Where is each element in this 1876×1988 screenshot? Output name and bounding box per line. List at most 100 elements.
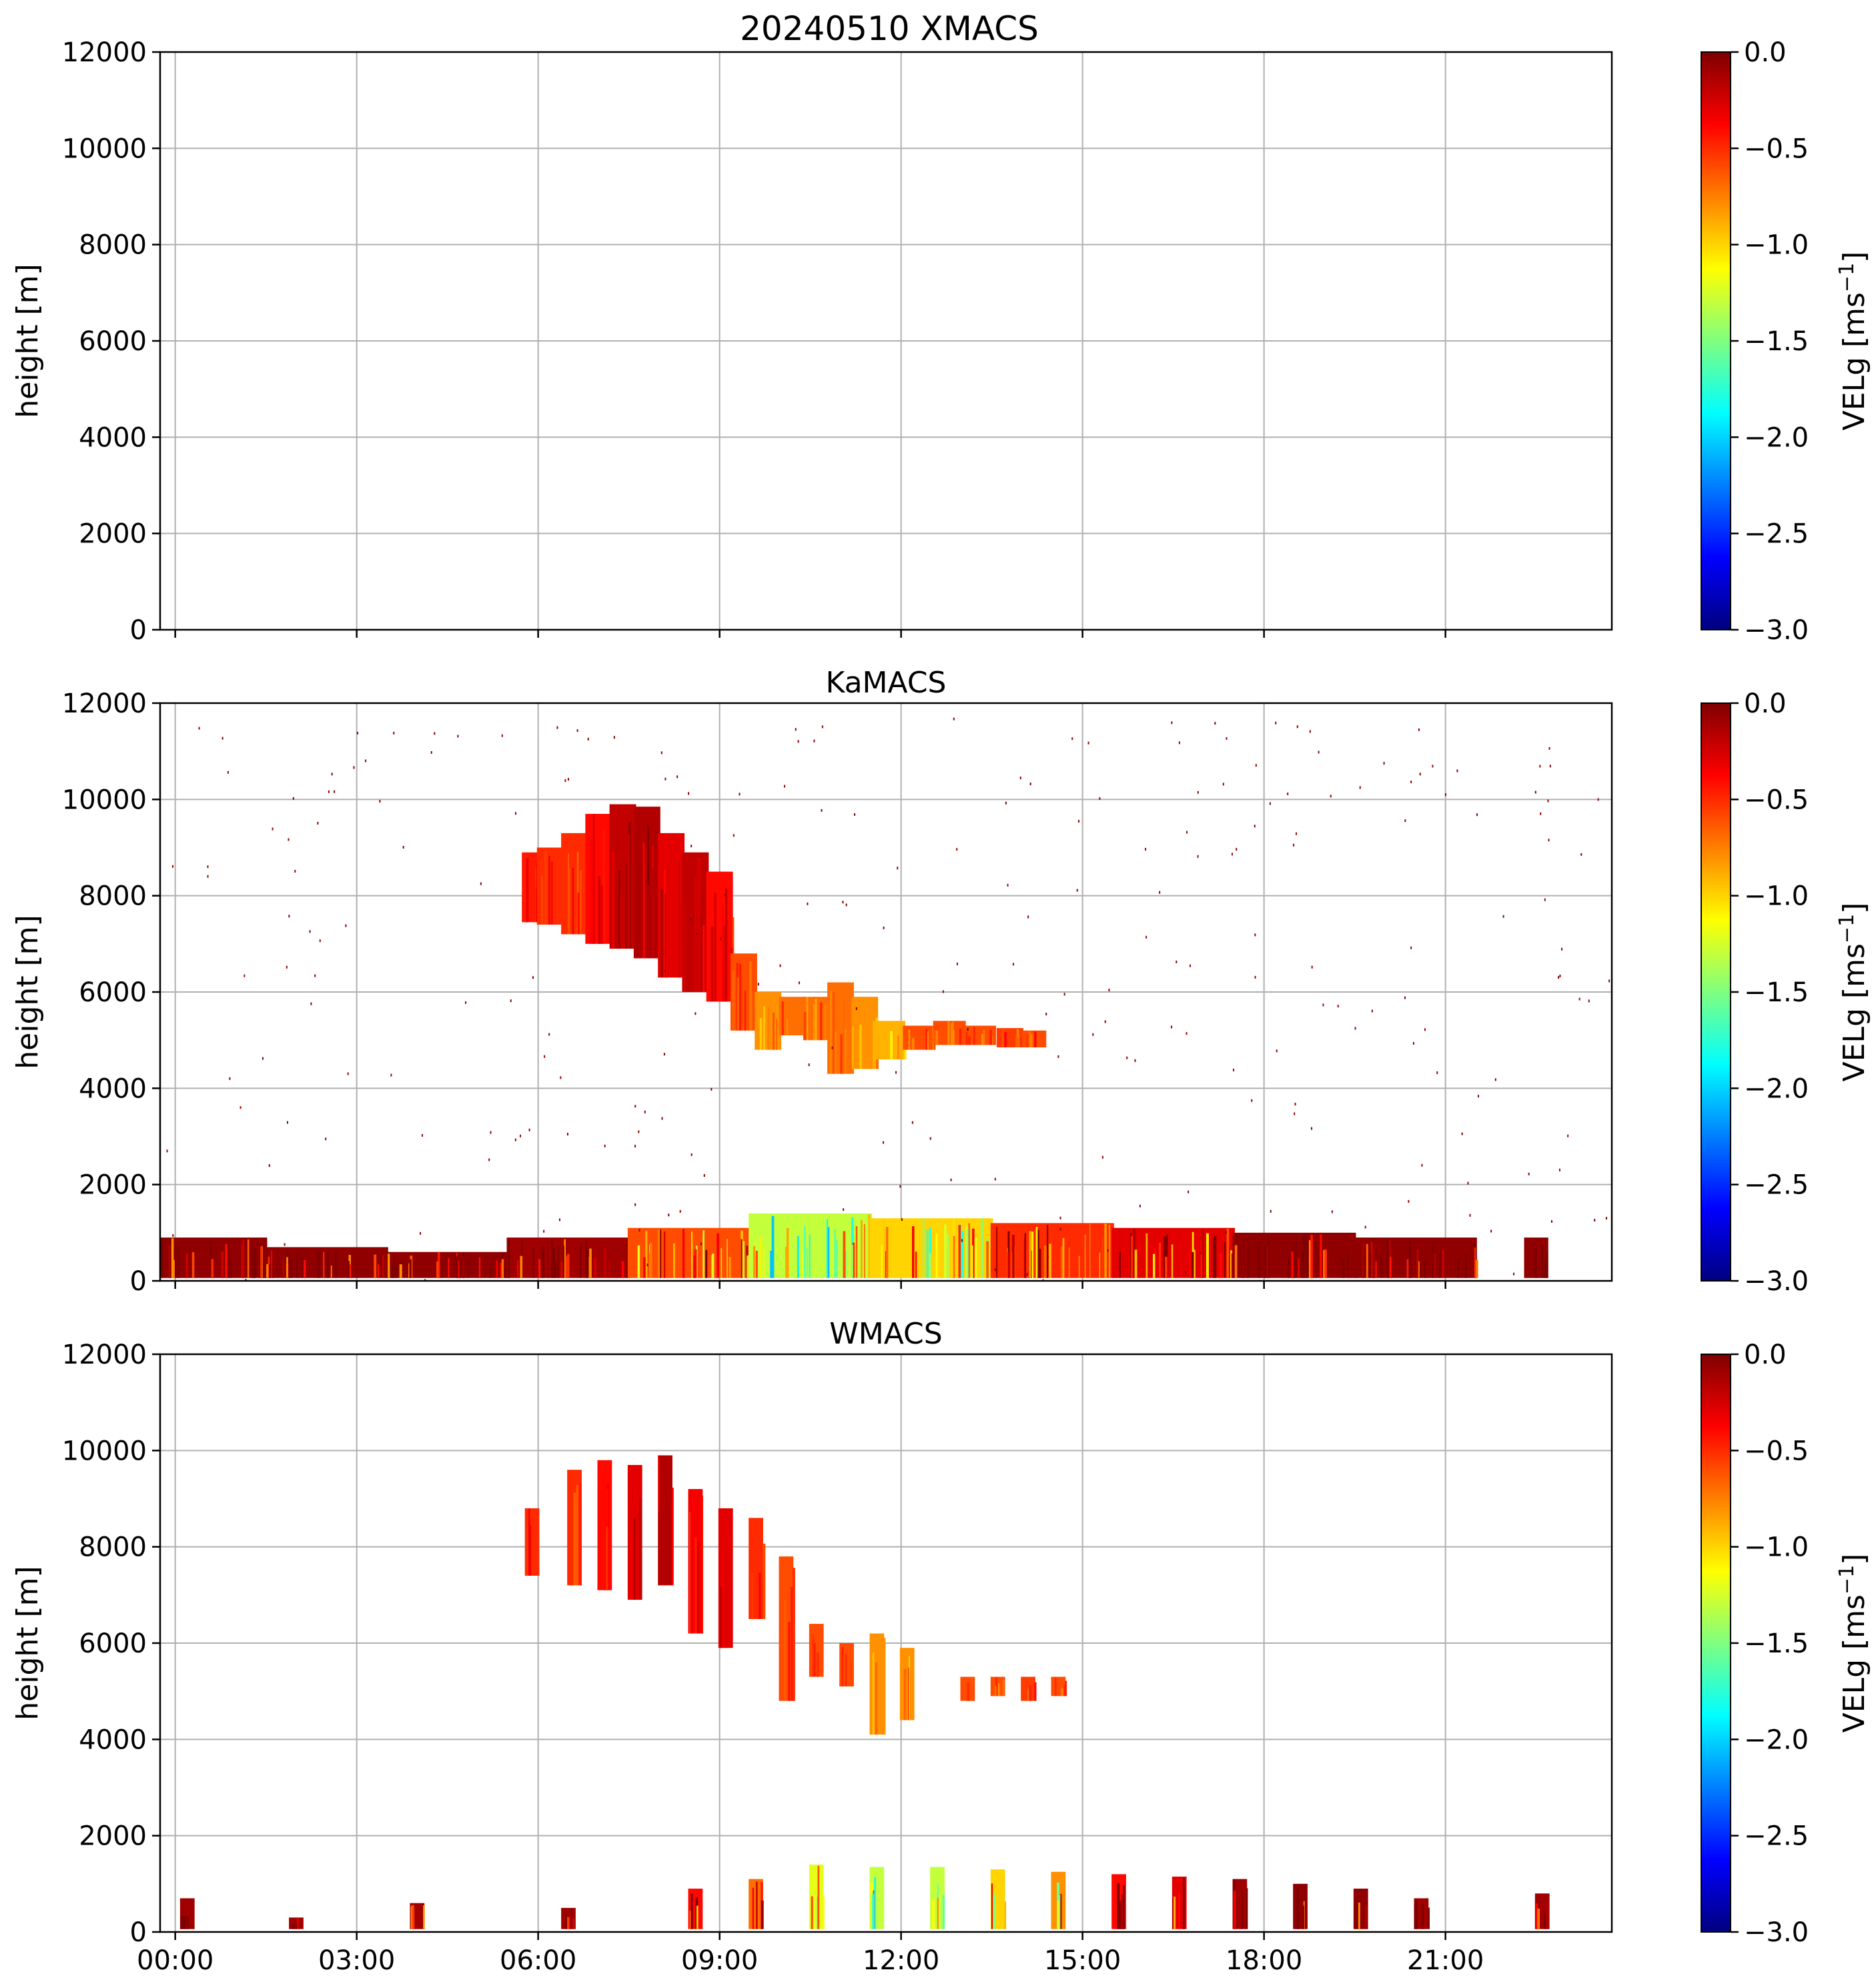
noise-dot <box>1383 762 1385 765</box>
echo-streak <box>995 1686 997 1696</box>
noise-dot <box>690 1153 692 1156</box>
echo-streak <box>761 1900 764 1929</box>
echo-streak <box>793 1568 795 1701</box>
noise-dot <box>1045 1013 1047 1016</box>
noise-dot <box>207 865 209 869</box>
panel-2: 0 2000 4000 6000 8000 10000 12000 height [m] KaM… <box>11 666 1871 1297</box>
echo-streak <box>377 1264 379 1278</box>
noise-dot <box>634 1203 636 1206</box>
noise-dot <box>514 1138 516 1141</box>
boundary-layer-strips-column <box>1232 1879 1248 1929</box>
echo-streak <box>620 890 622 949</box>
echo-streak <box>712 1254 715 1278</box>
echo-streak <box>286 1257 288 1278</box>
noise-dot <box>1145 935 1147 939</box>
echo-streak <box>191 1252 195 1278</box>
noise-dot <box>1171 1025 1173 1029</box>
echo-streak <box>566 1254 570 1278</box>
echo-streak <box>759 1572 761 1619</box>
echo-streak <box>950 1023 952 1045</box>
echo-streak <box>1302 1235 1306 1278</box>
noise-dot <box>1331 1210 1333 1213</box>
noise-dot <box>1296 832 1298 835</box>
noise-dot <box>1421 1163 1423 1167</box>
echo-streak <box>759 1017 763 1050</box>
noise-dot <box>1549 765 1551 768</box>
echo-streak <box>565 1913 567 1929</box>
echo-streak <box>326 1256 328 1278</box>
echo-streak <box>953 1030 955 1045</box>
echo-streak <box>664 1511 666 1586</box>
noise-dot <box>784 785 786 788</box>
echo-streak <box>1031 1231 1034 1278</box>
echo-streak <box>1178 1893 1180 1929</box>
echo-streak <box>1029 1685 1031 1701</box>
echo-streak <box>327 1252 330 1278</box>
echo-streak <box>806 1247 809 1278</box>
boundary-layer-column <box>386 1252 510 1278</box>
echo-streak <box>557 1246 560 1278</box>
panel-1: 0 2000 4000 6000 8000 10000 12000 height [m] 0.0… <box>11 37 1871 646</box>
echo-streak <box>1442 1250 1444 1278</box>
noise-dot <box>1432 765 1434 768</box>
echo-streak <box>1438 1252 1441 1278</box>
echo-streak <box>843 1231 846 1278</box>
y-tick-label: 2000 <box>79 1170 147 1201</box>
echo-streak <box>911 1226 915 1278</box>
echo-streak <box>996 1226 998 1278</box>
echo-streak <box>270 1250 273 1278</box>
echo-streak <box>1309 1239 1312 1278</box>
noise-dot <box>317 821 319 825</box>
noise-dot <box>899 1185 901 1188</box>
noise-dot <box>1063 993 1065 996</box>
noise-dot <box>1214 722 1216 725</box>
noise-dot <box>1559 974 1561 977</box>
echo-streak <box>1062 1237 1065 1278</box>
echo-streak <box>347 1261 350 1278</box>
echo-streak <box>763 1246 766 1278</box>
echo-streak <box>177 1259 180 1278</box>
noise-dot <box>393 731 395 734</box>
noise-dot <box>1171 721 1173 724</box>
echo-streak <box>616 835 619 949</box>
echo-streak <box>501 1259 504 1278</box>
echo-streak <box>586 1247 588 1278</box>
echo-streak <box>1117 1883 1120 1929</box>
echo-streak <box>1089 1223 1091 1278</box>
noise-dot <box>679 1209 681 1213</box>
echo-streak <box>517 1260 519 1278</box>
noise-dot <box>560 1076 562 1079</box>
echo-streak <box>721 1248 723 1278</box>
noise-dot <box>1186 831 1188 834</box>
noise-dot <box>353 766 355 769</box>
echo-streak <box>797 1235 799 1278</box>
noise-dot <box>286 965 288 969</box>
echo-streak <box>1428 1907 1430 1929</box>
echo-streak <box>566 1917 570 1929</box>
echo-streak <box>1002 1679 1005 1696</box>
echo-streak <box>806 997 809 1041</box>
echo-streak <box>458 1258 461 1278</box>
noise-dot <box>229 1077 231 1080</box>
echo-streak <box>1206 1233 1209 1278</box>
echo-streak <box>926 1229 929 1278</box>
noise-dot <box>515 812 517 815</box>
echo-streak <box>725 1552 729 1648</box>
echo-streak <box>1301 1251 1303 1278</box>
echo-streak <box>965 1032 968 1045</box>
echo-streak <box>625 864 627 949</box>
noise-dot <box>883 926 885 929</box>
noise-dot <box>845 903 847 907</box>
echo-streak <box>925 1029 928 1050</box>
echo-streak <box>304 1260 306 1278</box>
noise-dot <box>1059 1216 1061 1219</box>
echo-streak <box>929 1253 931 1278</box>
noise-dot <box>556 726 558 729</box>
echo-streak <box>781 1001 784 1035</box>
echo-streak <box>1241 1891 1243 1929</box>
echo-streak <box>1044 1246 1047 1278</box>
echo-streak <box>1104 1223 1107 1278</box>
echo-streak <box>961 1231 964 1278</box>
echo-streak <box>1366 1244 1368 1278</box>
noise-dot <box>1092 1033 1094 1036</box>
